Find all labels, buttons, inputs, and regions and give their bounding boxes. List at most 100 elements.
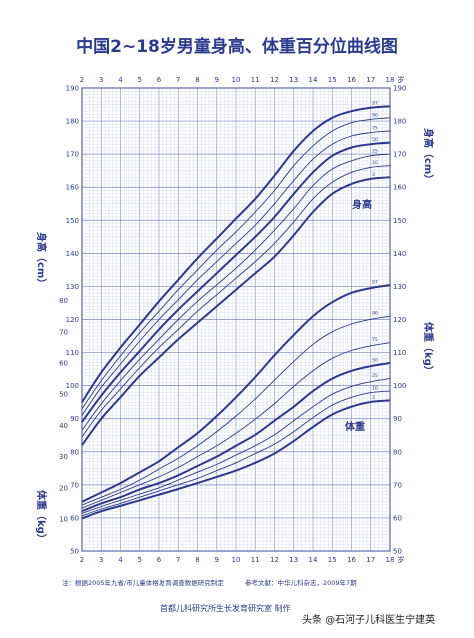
height-y-tick-right: 80 — [393, 448, 402, 456]
weight-series-label-p25: 25 — [372, 373, 378, 379]
height-y-tick-right: 190 — [393, 85, 406, 93]
height-y-tick-left: 80 — [70, 448, 79, 456]
weight-series-label-p97: 97 — [372, 280, 378, 286]
height-y-tick-right: 180 — [393, 118, 406, 126]
weight-series-label-p50: 50 — [372, 358, 378, 364]
x-tick-label-top: 17 — [366, 76, 375, 84]
height-series-label-p3: 3 — [372, 172, 375, 178]
weight-y-tick-left: 40 — [59, 422, 68, 430]
height-y-tick-left: 170 — [66, 151, 79, 159]
x-tick-label-bottom: 3 — [99, 556, 103, 564]
height-series-line-p25 — [81, 153, 391, 431]
height-y-tick-left: 130 — [66, 283, 79, 291]
weight-series-group: 97 90 75 50 25 10 3 — [81, 280, 391, 520]
height-y-tick-right: 110 — [393, 349, 406, 357]
x-tick-label-bottom: 8 — [195, 556, 199, 564]
weight-series-line-p90 — [81, 315, 391, 506]
watermark: 头条 @石河子儿科医生宁建英 — [302, 613, 435, 626]
x-tick-label-top: 9 — [215, 76, 219, 84]
height-y-tick-left: 160 — [66, 184, 79, 192]
weight-y-tick-left: 60 — [59, 360, 68, 368]
height-y-tick-right: 140 — [393, 250, 406, 258]
x-tick-label-top: 4 — [118, 76, 123, 84]
x-tick-label-top: 18 — [386, 76, 395, 84]
weight-y-tick-left: 50 — [59, 391, 68, 399]
height-y-tick-right: 160 — [393, 184, 406, 192]
x-tick-label-top: 岁 — [398, 75, 405, 84]
weight-series-line-p50 — [81, 362, 391, 513]
x-tick-label-bottom: 15 — [328, 556, 337, 564]
weight-series-label-p10: 10 — [372, 386, 378, 392]
x-tick-label-top: 15 — [328, 76, 337, 84]
height-axis-label-right: 身高（cm） — [422, 128, 435, 184]
height-series-label-p10: 10 — [372, 160, 378, 166]
x-tick-label-bottom: 7 — [176, 556, 180, 564]
height-y-tick-left: 110 — [66, 349, 79, 357]
height-y-tick-left: 190 — [66, 85, 79, 93]
height-y-tick-right: 150 — [393, 217, 406, 225]
weight-axis-label-right: 体重（kg） — [422, 322, 435, 376]
x-tick-label-top: 14 — [309, 76, 318, 84]
grid — [81, 87, 391, 552]
x-tick-label-top: 2 — [80, 76, 84, 84]
x-tick-label-top: 7 — [176, 76, 180, 84]
chart-title: 中国2~18岁男童身高、体重百分位曲线图 — [76, 36, 398, 57]
height-y-tick-left: 120 — [66, 316, 79, 324]
weight-curve-label: 体重 — [345, 420, 365, 433]
weight-series-label-p90: 90 — [372, 311, 378, 317]
x-tick-label-bottom: 4 — [118, 556, 123, 564]
weight-y-tick-left: 30 — [59, 453, 68, 461]
footer-note: 注：根据2005年九省/市儿童体格发育调查数据研究制定 — [62, 578, 224, 587]
weight-series-line-p97 — [81, 284, 391, 503]
x-tick-label-bottom: 岁 — [398, 555, 405, 564]
x-tick-label-bottom: 5 — [138, 556, 142, 564]
height-series-line-p90 — [81, 117, 391, 410]
x-tick-label-bottom: 10 — [232, 556, 241, 564]
x-tick-label-bottom: 16 — [347, 556, 356, 564]
weight-series-line-p10 — [81, 390, 391, 517]
height-series-label-p50: 50 — [372, 137, 378, 143]
height-y-tick-left: 180 — [66, 118, 79, 126]
height-series-group: 97 90 75 50 25 10 3 — [81, 101, 391, 446]
x-tick-label-bottom: 17 — [366, 556, 375, 564]
footer-reference: 参考文献：中华儿科杂志，2009年7期 — [245, 578, 357, 587]
x-tick-label-top: 8 — [195, 76, 199, 84]
height-y-tick-left: 70 — [70, 481, 79, 489]
x-tick-label-bottom: 6 — [157, 556, 162, 564]
weight-series-label-p3: 3 — [372, 395, 375, 401]
axes: 2 2 3 3 4 4 5 5 6 6 7 7 8 8 9 9 10 10 11 11 12 12 13 13 14 14 15 15… — [59, 75, 406, 564]
height-y-tick-right: 100 — [393, 382, 406, 390]
x-tick-label-top: 5 — [138, 76, 142, 84]
height-y-tick-left: 90 — [70, 415, 79, 423]
height-y-tick-right: 170 — [393, 151, 406, 159]
x-tick-label-top: 3 — [99, 76, 103, 84]
height-series-line-p75 — [81, 130, 391, 416]
height-y-tick-left: 50 — [70, 548, 79, 556]
x-tick-label-bottom: 9 — [215, 556, 219, 564]
x-tick-label-top: 13 — [289, 76, 298, 84]
height-series-line-p97 — [81, 105, 391, 403]
height-axis-label-left: 身高（cm） — [35, 232, 48, 288]
height-y-tick-right: 130 — [393, 283, 406, 291]
x-tick-label-top: 6 — [157, 76, 162, 84]
weight-series-line-p25 — [81, 378, 391, 514]
height-series-label-p97: 97 — [372, 101, 378, 107]
footer-maker: 首都儿科研究所生长发育研究室 制作 — [160, 603, 291, 613]
height-y-tick-right: 50 — [393, 548, 402, 556]
height-series-line-p3 — [81, 176, 391, 446]
weight-y-tick-left: 20 — [59, 484, 68, 492]
weight-series-line-p3 — [81, 399, 391, 520]
x-tick-label-top: 10 — [232, 76, 241, 84]
weight-axis-label-left: 体重（kg） — [35, 490, 48, 544]
height-series-label-p75: 75 — [372, 125, 378, 131]
height-y-tick-left: 150 — [66, 217, 79, 225]
height-series-line-p10 — [81, 165, 391, 438]
height-series-line-p50 — [81, 141, 391, 423]
x-tick-label-bottom: 13 — [289, 556, 298, 564]
height-series-label-p25: 25 — [372, 149, 378, 155]
x-tick-label-bottom: 14 — [309, 556, 318, 564]
x-tick-label-top: 12 — [270, 76, 279, 84]
x-tick-label-top: 16 — [347, 76, 356, 84]
x-tick-label-bottom: 11 — [251, 556, 260, 564]
